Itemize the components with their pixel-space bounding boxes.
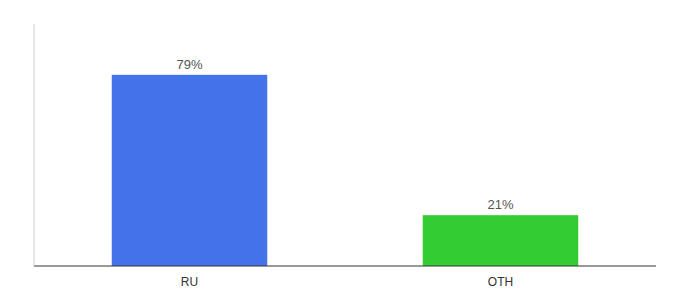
labels: 79% 21% — [176, 57, 513, 212]
data-label: 21% — [487, 197, 513, 212]
bar — [112, 75, 268, 266]
data-label: 79% — [176, 57, 202, 72]
bar — [423, 215, 579, 266]
plot-area — [112, 75, 579, 266]
background — [0, 0, 680, 300]
chart-container: 79% 21% RU OTH — [0, 0, 680, 300]
x-tick-label: OTH — [488, 275, 513, 289]
chart-svg: 79% 21% RU OTH — [0, 0, 680, 300]
x-axis-line — [34, 266, 656, 267]
x-tick-label: RU — [181, 275, 198, 289]
y-axis-line — [34, 24, 35, 266]
